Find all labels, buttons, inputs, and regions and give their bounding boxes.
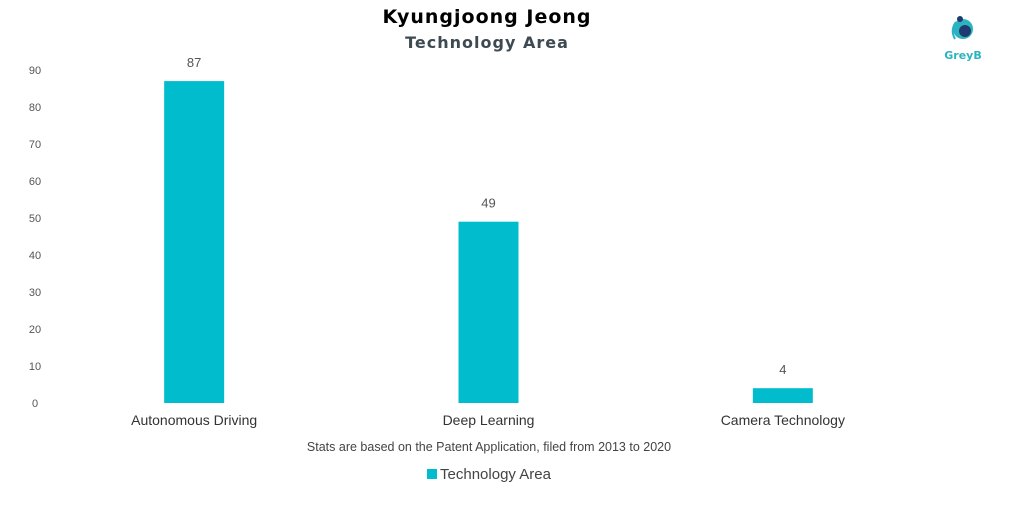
greyb-logo-icon — [951, 16, 973, 40]
bar-data-label: 4 — [779, 362, 786, 377]
legend[interactable]: Technology Area — [0, 466, 978, 483]
y-axis: 0 10 20 30 40 50 60 70 80 90 — [29, 65, 41, 410]
y-tick-label: 80 — [29, 102, 41, 114]
bar-data-label: 87 — [187, 55, 201, 70]
logo-text: GreyB — [944, 49, 982, 62]
x-category-label: Deep Learning — [443, 412, 535, 428]
chart-subtitle: Technology Area — [405, 33, 569, 52]
footnote: Stats are based on the Patent Applicatio… — [306, 440, 672, 454]
bar[interactable] — [752, 388, 813, 403]
bars — [164, 81, 813, 403]
y-tick-label: 60 — [29, 176, 41, 188]
x-axis: Autonomous Driving Deep Learning Camera Te… — [131, 412, 845, 428]
bar[interactable] — [164, 81, 225, 403]
bar-data-label: 49 — [481, 196, 495, 211]
y-tick-label: 10 — [29, 361, 41, 373]
legend-label: Technology Area — [440, 466, 551, 483]
bar[interactable] — [458, 221, 519, 403]
y-tick-label: 90 — [29, 65, 41, 77]
y-tick-label: 40 — [29, 250, 41, 262]
x-category-label: Autonomous Driving — [131, 412, 257, 428]
y-tick-label: 20 — [29, 324, 41, 336]
legend-swatch — [427, 469, 438, 479]
chart-title: Kyungjoong Jeong — [382, 6, 592, 28]
data-labels: 87 49 4 — [187, 55, 787, 377]
y-tick-label: 30 — [29, 287, 41, 299]
x-category-label: Camera Technology — [721, 412, 845, 428]
greyb-logo: GreyB — [936, 12, 990, 68]
y-tick-label: 70 — [29, 139, 41, 151]
y-tick-label: 0 — [32, 398, 38, 410]
y-tick-label: 50 — [29, 213, 41, 225]
